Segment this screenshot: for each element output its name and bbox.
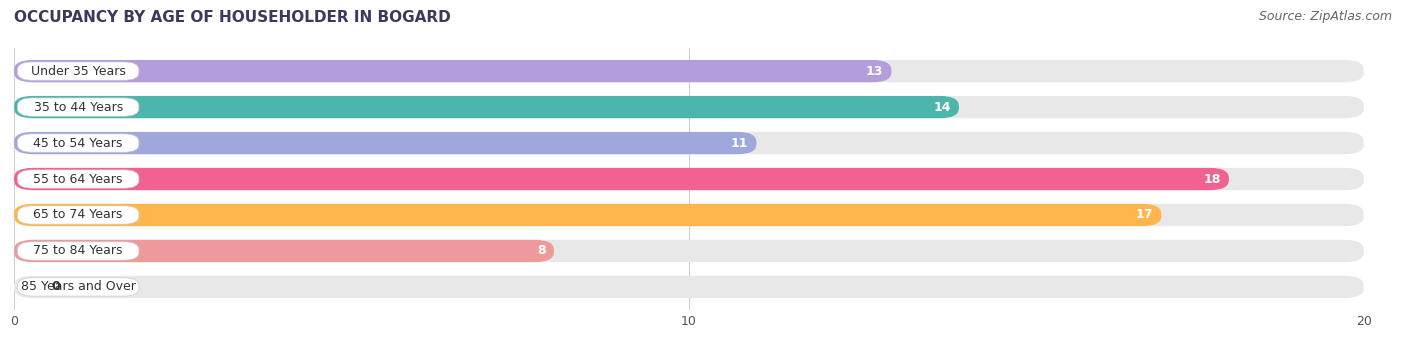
Text: 55 to 64 Years: 55 to 64 Years: [34, 173, 122, 186]
FancyBboxPatch shape: [14, 168, 1364, 190]
Text: 8: 8: [537, 244, 546, 257]
Text: 45 to 54 Years: 45 to 54 Years: [34, 136, 122, 150]
FancyBboxPatch shape: [17, 62, 139, 80]
FancyBboxPatch shape: [14, 132, 1364, 154]
FancyBboxPatch shape: [14, 276, 1364, 298]
FancyBboxPatch shape: [14, 96, 959, 118]
FancyBboxPatch shape: [17, 242, 139, 260]
FancyBboxPatch shape: [14, 132, 756, 154]
Text: 13: 13: [866, 65, 883, 78]
FancyBboxPatch shape: [14, 96, 1364, 118]
FancyBboxPatch shape: [14, 168, 1229, 190]
FancyBboxPatch shape: [17, 98, 139, 116]
Text: 75 to 84 Years: 75 to 84 Years: [34, 244, 122, 257]
FancyBboxPatch shape: [14, 240, 1364, 262]
Text: 0: 0: [51, 280, 60, 293]
FancyBboxPatch shape: [17, 170, 139, 188]
Text: Under 35 Years: Under 35 Years: [31, 65, 125, 78]
Text: Source: ZipAtlas.com: Source: ZipAtlas.com: [1258, 10, 1392, 23]
Text: 18: 18: [1204, 173, 1220, 186]
FancyBboxPatch shape: [17, 134, 139, 152]
FancyBboxPatch shape: [17, 278, 139, 296]
FancyBboxPatch shape: [17, 206, 139, 224]
Text: 85 Years and Over: 85 Years and Over: [21, 280, 135, 293]
Text: 11: 11: [731, 136, 748, 150]
FancyBboxPatch shape: [14, 204, 1161, 226]
Text: OCCUPANCY BY AGE OF HOUSEHOLDER IN BOGARD: OCCUPANCY BY AGE OF HOUSEHOLDER IN BOGAR…: [14, 10, 451, 25]
FancyBboxPatch shape: [14, 60, 1364, 82]
Text: 65 to 74 Years: 65 to 74 Years: [34, 208, 122, 222]
FancyBboxPatch shape: [14, 204, 1364, 226]
Text: 17: 17: [1136, 208, 1153, 222]
FancyBboxPatch shape: [14, 240, 554, 262]
Text: 35 to 44 Years: 35 to 44 Years: [34, 101, 122, 114]
FancyBboxPatch shape: [14, 60, 891, 82]
Text: 14: 14: [934, 101, 950, 114]
